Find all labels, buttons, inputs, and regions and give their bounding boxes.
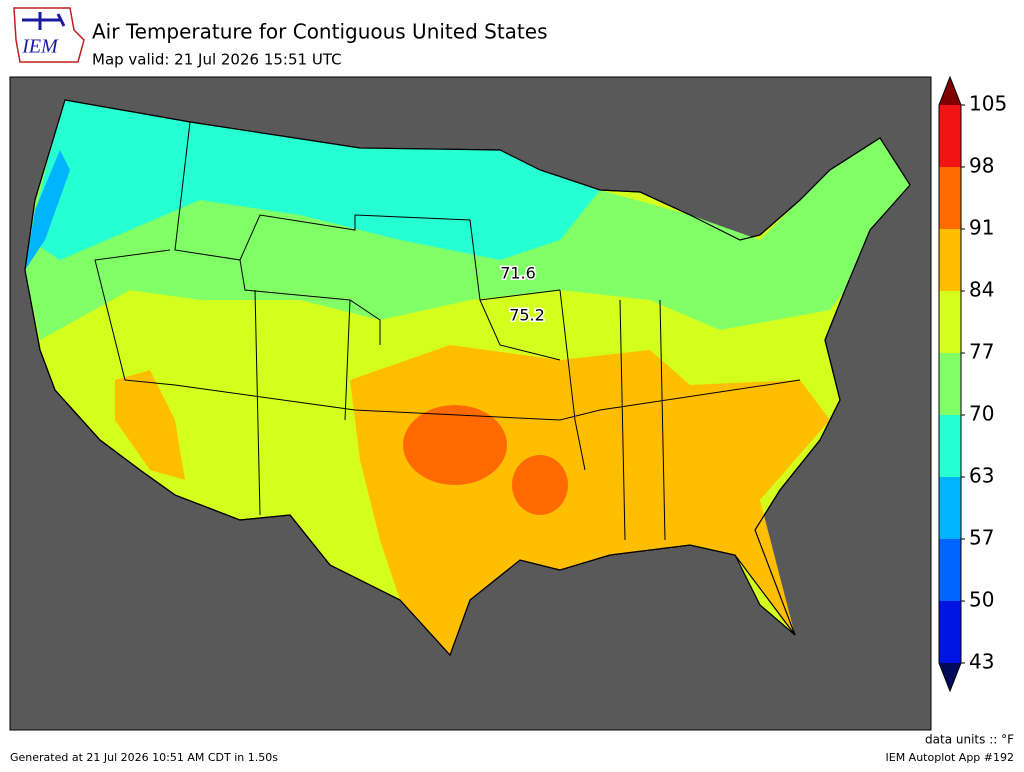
app-label: IEM Autoplot App #192 <box>886 751 1015 764</box>
logo-text: IEM <box>21 36 59 58</box>
colorbar-segment <box>939 601 961 663</box>
colorbar-segment <box>939 167 961 229</box>
colorbar-tick-label: 84 <box>969 278 994 302</box>
generated-label: Generated at 21 Jul 2026 10:51 AM CDT in… <box>10 751 278 764</box>
map: 71.6 75.2 <box>9 76 932 731</box>
title: Air Temperature for Contiguous United St… <box>92 20 548 44</box>
contour-91 <box>403 405 507 485</box>
colorbar: 43 50 57 63 70 77 84 91 98 105 <box>938 75 1007 693</box>
state-lines <box>94 121 801 541</box>
colorbar-tick-label: 43 <box>969 650 994 674</box>
colorbar-segment <box>939 105 961 167</box>
colorbar-segment <box>939 415 961 477</box>
colorbar-over <box>939 77 961 105</box>
colorbar-tick-label: 63 <box>969 464 994 488</box>
contour-63 <box>30 100 600 260</box>
colorbar-tick-label: 105 <box>969 92 1007 116</box>
station-value: 75.2 <box>509 306 545 325</box>
colorbar-segment <box>939 229 961 291</box>
colorbar-segment <box>939 539 961 601</box>
colorbar-tick-label: 98 <box>969 154 994 178</box>
contour-84-west <box>115 370 185 480</box>
contour-57 <box>25 150 70 270</box>
colorbar-segment <box>939 353 961 415</box>
colorbar-tick-label: 57 <box>969 526 994 550</box>
colorbar-tick-label: 50 <box>969 588 994 612</box>
station-value: 71.6 <box>500 264 536 283</box>
units-label: data units :: °F <box>925 733 1014 747</box>
colorbar-tick-label: 77 <box>969 340 994 364</box>
colorbar-segment <box>939 477 961 539</box>
colorbar-segment <box>939 291 961 353</box>
colorbar-tick-label: 91 <box>969 216 994 240</box>
contour-91-east <box>512 455 568 515</box>
colorbar-under <box>939 663 961 691</box>
colorbar-tick-label: 70 <box>969 402 994 426</box>
logo: IEM <box>13 7 85 63</box>
subtitle: Map valid: 21 Jul 2026 15:51 UTC <box>92 51 342 69</box>
